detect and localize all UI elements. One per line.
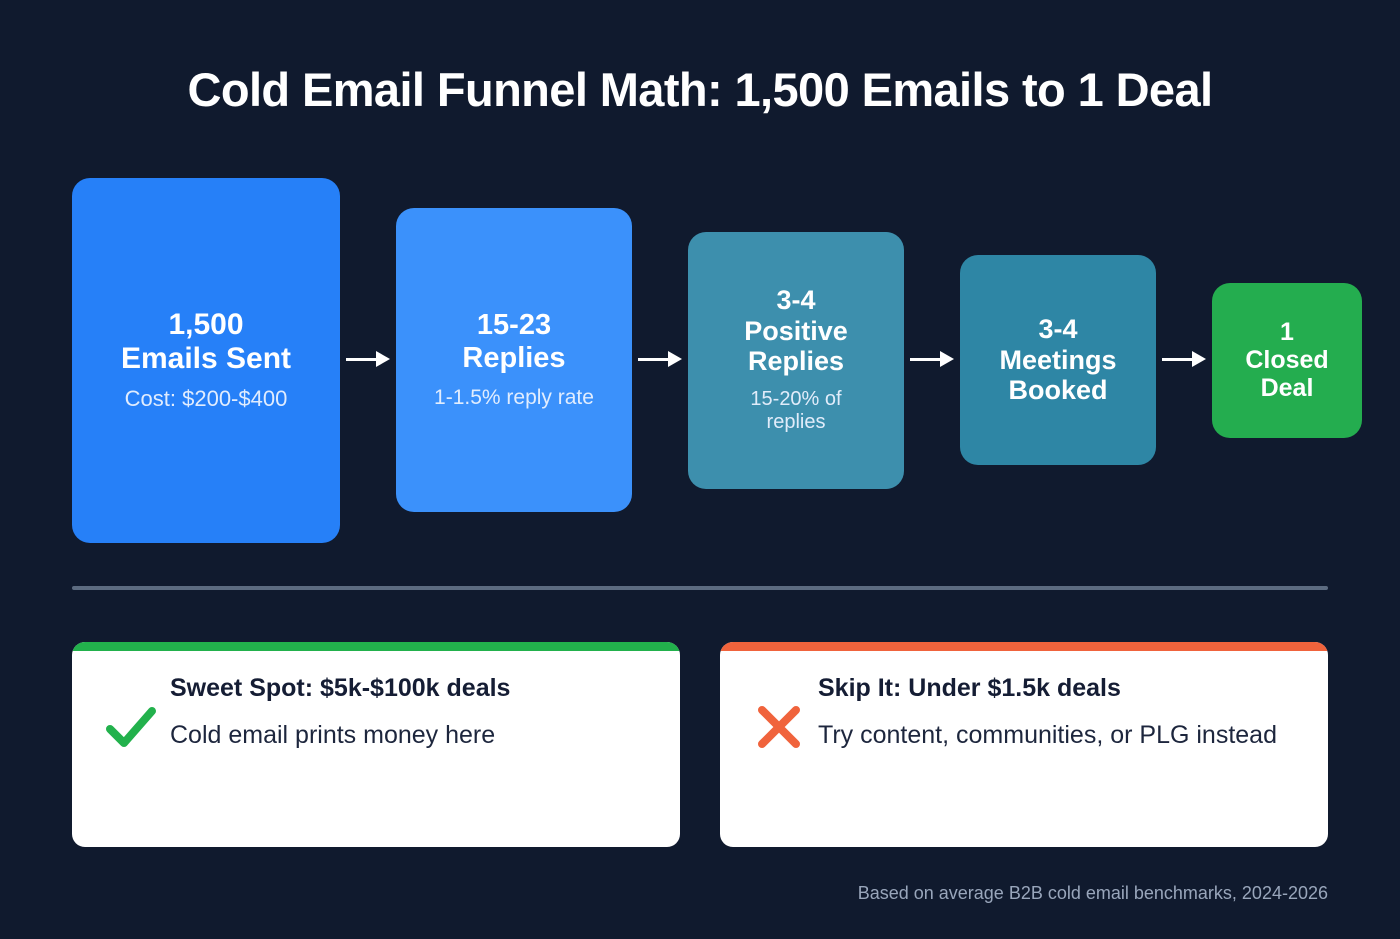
arrow-head xyxy=(940,351,954,367)
card-skip-it: Skip It: Under $1.5k deals Try content, … xyxy=(720,642,1328,847)
arrow-right-icon xyxy=(1156,347,1212,373)
funnel-stage-title: 15-23 Replies xyxy=(462,309,566,375)
funnel-stage-title: 1 Closed Deal xyxy=(1245,317,1329,403)
funnel-stage-subtitle: Cost: $200-$400 xyxy=(124,386,288,412)
funnel-stage-title: 1,500 Emails Sent xyxy=(120,307,292,375)
funnel-stage-replies: 15-23 Replies 1-1.5% reply rate xyxy=(396,208,632,512)
funnel-stage-positive-replies: 3-4 Positive Replies 15-20% of replies xyxy=(688,231,904,489)
funnel-stage-title: 3-4 Meetings Booked xyxy=(999,314,1117,406)
section-divider xyxy=(72,586,1328,590)
arrow-shaft xyxy=(1162,358,1196,361)
arrow-shaft xyxy=(910,358,944,361)
card-sweet-spot: Sweet Spot: $5k-$100k deals Cold email p… xyxy=(72,642,680,847)
page-title: Cold Email Funnel Math: 1,500 Emails to … xyxy=(187,63,1214,116)
recommendation-cards: Sweet Spot: $5k-$100k deals Cold email p… xyxy=(72,642,1328,847)
arrow-right-icon xyxy=(340,347,396,373)
card-description: Cold email prints money here xyxy=(170,721,496,749)
funnel-stage-closed-deal: 1 Closed Deal xyxy=(1212,282,1362,438)
funnel-stage-subtitle: 1-1.5% reply rate xyxy=(434,385,594,409)
arrow-right-icon xyxy=(632,347,688,373)
funnel-stage-subtitle: 15-20% of replies xyxy=(750,387,842,434)
card-heading: Sweet Spot: $5k-$100k deals xyxy=(170,674,511,702)
arrow-head xyxy=(668,351,682,367)
card-heading: Skip It: Under $1.5k deals xyxy=(818,674,1121,702)
card-accent-bar xyxy=(720,642,1328,651)
footer-note: Based on average B2B cold email benchmar… xyxy=(857,883,1328,903)
arrow-shaft xyxy=(638,358,672,361)
arrow-right-icon xyxy=(904,347,960,373)
arrow-shaft xyxy=(346,358,380,361)
card-accent-bar xyxy=(72,642,680,651)
funnel-diagram: 1,500 Emails Sent Cost: $200-$400 15-23 … xyxy=(72,175,1362,545)
arrow-head xyxy=(1192,351,1206,367)
card-description: Try content, communities, or PLG instead xyxy=(818,721,1277,749)
funnel-stage-title: 3-4 Positive Replies xyxy=(744,285,848,377)
arrow-head xyxy=(376,351,390,367)
cross-icon xyxy=(746,673,812,751)
check-icon xyxy=(98,673,164,751)
funnel-stage-meetings-booked: 3-4 Meetings Booked xyxy=(960,255,1156,465)
funnel-stage-emails-sent: 1,500 Emails Sent Cost: $200-$400 xyxy=(72,177,340,543)
